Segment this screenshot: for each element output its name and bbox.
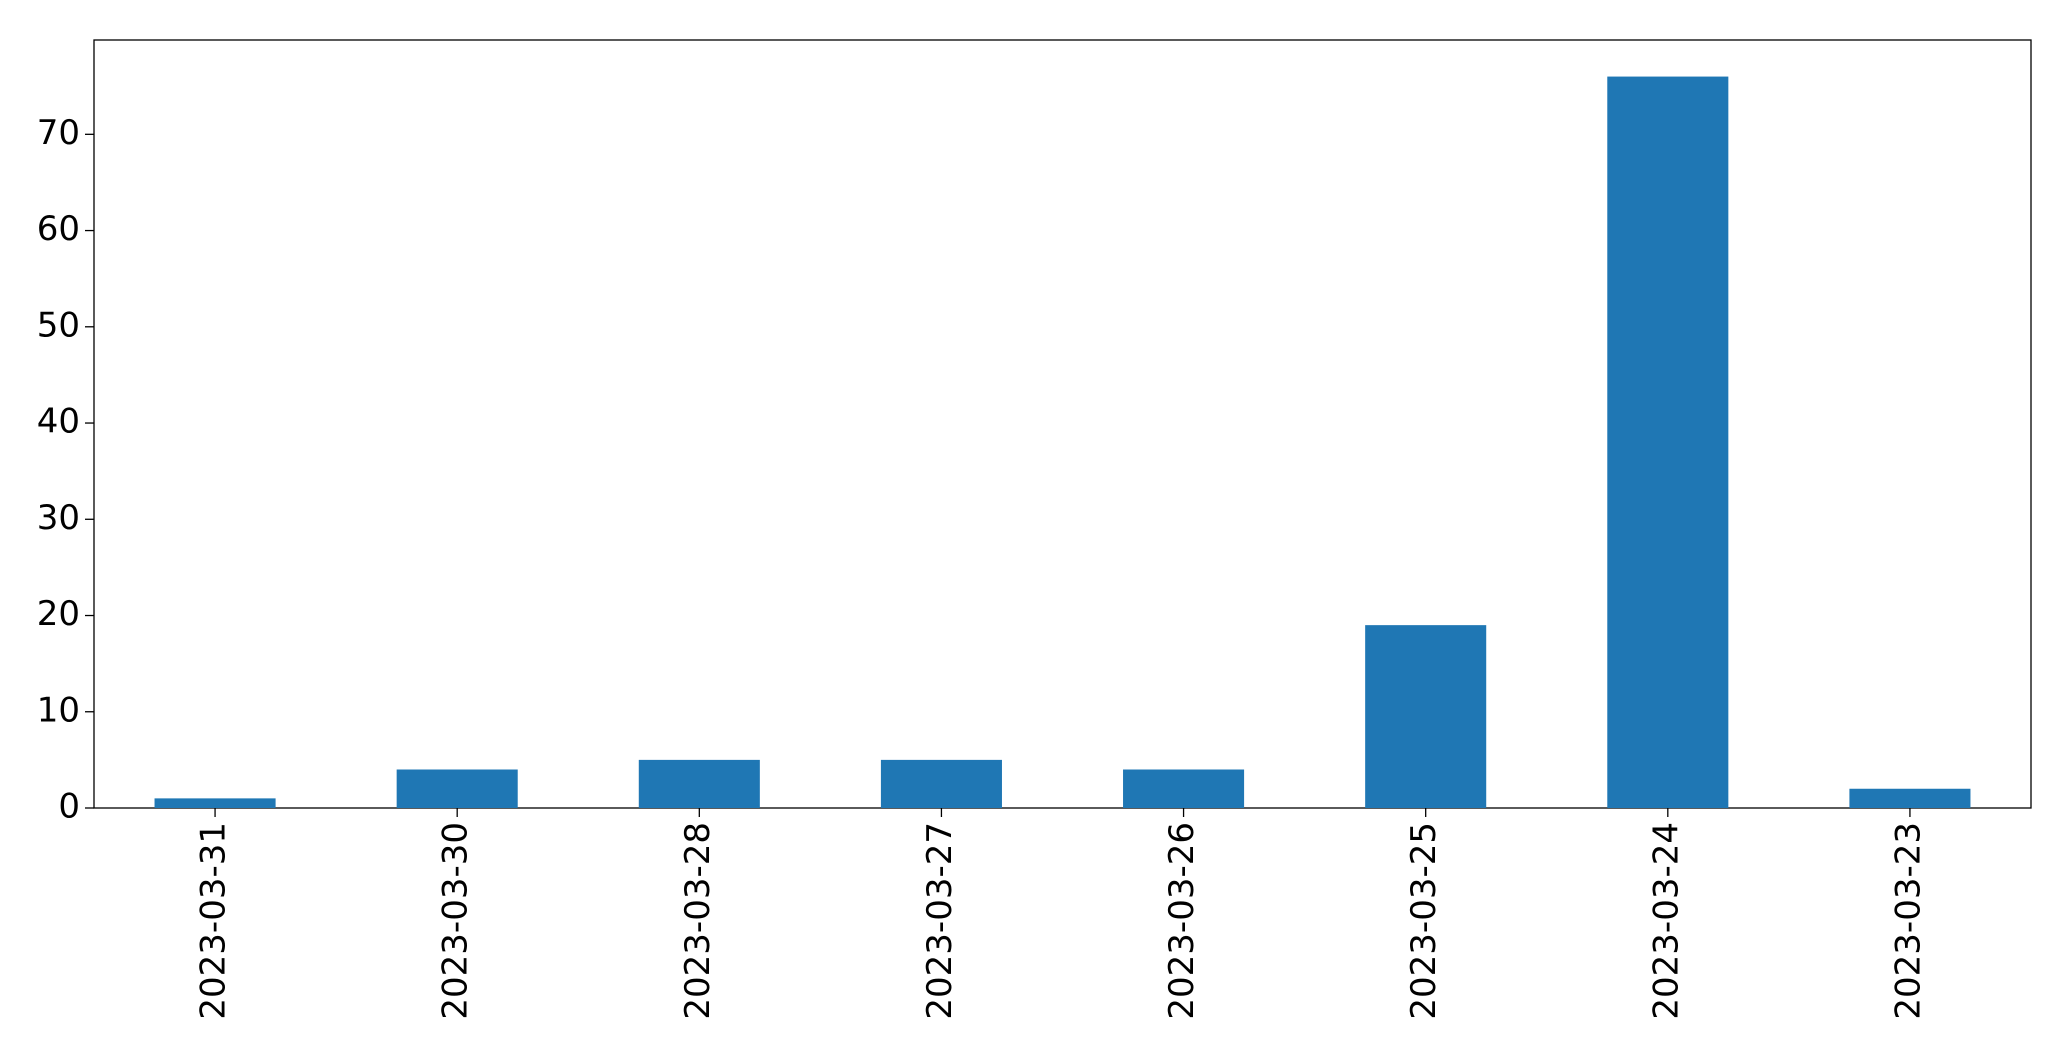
bar [880, 759, 1002, 808]
y-tick-label: 20 [37, 594, 80, 634]
y-tick-label: 10 [37, 690, 80, 730]
bar [1365, 625, 1487, 808]
x-tick-label: 2023-03-24 [1646, 822, 1686, 1020]
y-tick-label: 60 [37, 209, 80, 249]
x-tick-label: 2023-03-25 [1404, 822, 1444, 1020]
y-tick-label: 70 [37, 113, 80, 153]
bar [638, 759, 760, 808]
x-tick-label: 2023-03-30 [436, 822, 476, 1020]
bar [1123, 769, 1245, 808]
x-tick-label: 2023-03-27 [920, 822, 960, 1020]
y-tick-label: 50 [37, 305, 80, 345]
x-tick-label: 2023-03-28 [678, 822, 718, 1020]
plot-frame [93, 39, 2032, 809]
x-tick-label: 2023-03-31 [194, 822, 234, 1020]
bar [1849, 788, 1971, 808]
y-tick-label: 0 [58, 787, 80, 827]
y-tick-label: 30 [37, 498, 80, 538]
y-tick-label: 40 [37, 402, 80, 442]
x-tick-label: 2023-03-26 [1162, 822, 1202, 1020]
x-tick-label: 2023-03-23 [1888, 822, 1928, 1020]
bar [154, 798, 276, 808]
bar [396, 769, 518, 808]
bar [1607, 76, 1729, 809]
